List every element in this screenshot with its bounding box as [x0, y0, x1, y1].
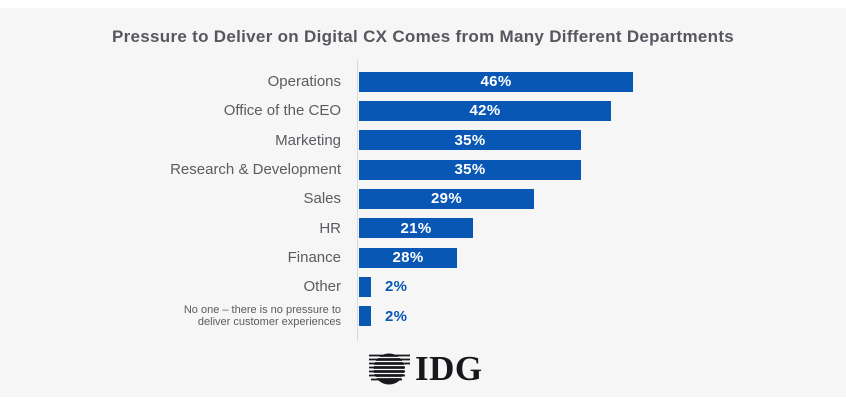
category-label: Research & Development — [170, 161, 341, 179]
bar-area: 28% — [359, 247, 846, 268]
value-label: 29% — [431, 190, 462, 208]
chart-row: HR 21% — [0, 214, 846, 243]
category-label: Finance — [287, 249, 341, 266]
idg-logo: IDG — [368, 345, 483, 393]
bar-area: 35% — [359, 159, 846, 180]
chart-title: Pressure to Deliver on Digital CX Comes … — [111, 27, 735, 46]
bar-area: 2% — [359, 276, 846, 297]
bar: 21% — [359, 218, 473, 239]
bar: 28% — [359, 247, 457, 268]
chart-row: Office of the CEO 42% — [0, 96, 846, 125]
bar-area: 21% — [359, 218, 846, 239]
idg-logo-text: IDG — [415, 348, 483, 388]
chart-row: Finance 28% — [0, 243, 846, 272]
chart-row: Operations 46% — [0, 67, 846, 96]
category-label: Other — [303, 278, 341, 296]
chart-rows: Operations 46% Office of the CEO 42% Marketi… — [0, 67, 846, 331]
value-label: 2% — [385, 278, 408, 296]
bar: 35% — [359, 130, 581, 151]
bar: 46% — [359, 71, 633, 92]
value-label: 21% — [400, 219, 432, 237]
bar — [359, 306, 371, 327]
chart-row: No one – there is no pressure to deliver… — [0, 302, 846, 331]
category-label: Marketing — [275, 131, 341, 149]
bar: 29% — [359, 188, 534, 209]
value-label: 42% — [469, 102, 501, 120]
category-label: HR — [319, 219, 341, 237]
chart-row: Sales 29% — [0, 184, 846, 213]
value-label: 46% — [480, 73, 512, 91]
bar-area: 42% — [359, 100, 846, 121]
value-label: 2% — [385, 307, 408, 325]
chart-row: Research & Development 35% — [0, 155, 846, 184]
y-axis-line — [357, 60, 358, 341]
bar — [359, 276, 371, 297]
category-label: Office of the CEO — [223, 102, 341, 120]
bar: 35% — [359, 159, 581, 180]
bar-area: 29% — [359, 188, 846, 209]
bar: 42% — [359, 100, 611, 121]
bar-area: 35% — [359, 130, 846, 151]
chart-row: Other 2% — [0, 272, 846, 301]
category-label: Sales — [303, 190, 341, 208]
value-label: 28% — [392, 249, 424, 267]
value-label: 35% — [454, 161, 486, 179]
category-label: No one – there is no pressure to deliver… — [183, 303, 341, 329]
bar-area: 2% — [359, 306, 846, 327]
chart-row: Marketing 35% — [0, 126, 846, 155]
striped-globe-icon — [369, 353, 410, 385]
category-label: Operations — [267, 73, 341, 91]
value-label: 35% — [454, 131, 486, 149]
bar-area: 46% — [359, 71, 846, 92]
